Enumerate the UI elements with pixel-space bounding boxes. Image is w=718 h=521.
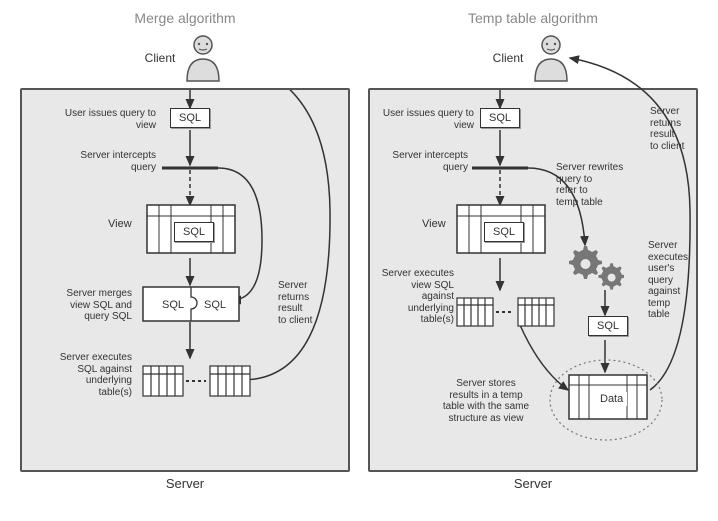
t: to client: [278, 315, 312, 326]
merge-step3: Server merges view SQL and query SQL: [44, 288, 132, 323]
temp-rewrite: Server rewrites query to refer to temp t…: [556, 162, 646, 208]
t: Server executes: [382, 268, 454, 279]
t: returns: [650, 118, 681, 129]
t: table(s): [421, 314, 454, 325]
sql-in-view: SQL: [174, 222, 214, 242]
sql-box-r2: SQL: [588, 316, 628, 336]
data-label: Data: [596, 392, 627, 406]
t: query to: [556, 174, 592, 185]
temp-server-label: Server: [368, 476, 698, 491]
client-label: Client: [493, 51, 524, 65]
t: temp table: [556, 197, 603, 208]
t: refer to: [556, 185, 588, 196]
t: Server: [650, 106, 679, 117]
temp-client-row: Client: [368, 30, 698, 86]
t: user's: [648, 263, 674, 274]
t: view SQL: [411, 280, 454, 291]
temp-title: Temp table algorithm: [368, 10, 698, 26]
person-icon: [529, 33, 573, 83]
t: SQL against: [77, 364, 132, 375]
t: table(s): [99, 387, 132, 398]
merge-return: Server returns result to client: [278, 280, 338, 326]
t: query SQL: [84, 311, 132, 322]
t: table: [648, 309, 670, 320]
sql-box-r1: SQL: [480, 108, 520, 128]
t: table with the same: [443, 401, 529, 412]
view-label: View: [108, 218, 132, 230]
t: structure as view: [448, 413, 523, 424]
t: result: [278, 303, 302, 314]
temp-store: Server stores results in a temp table wi…: [428, 378, 544, 424]
t: to client: [650, 141, 684, 152]
temp-server-box: User issues query to view SQL Server int…: [368, 88, 698, 472]
temp-column: Temp table algorithm Client: [368, 10, 698, 491]
tables-icon: [142, 360, 252, 402]
sql-box-1: SQL: [170, 108, 210, 128]
t: Server: [648, 240, 677, 251]
view-label-r: View: [422, 218, 446, 230]
temp-step1: User issues query to view: [378, 108, 474, 131]
t: Server rewrites: [556, 162, 623, 173]
temp-return: Server returns result to client: [650, 106, 700, 152]
t: against: [422, 291, 454, 302]
t: Server: [278, 280, 307, 291]
t: view SQL and: [70, 300, 132, 311]
t: result: [650, 129, 674, 140]
t: query: [648, 275, 673, 286]
temp-exec: Server executes view SQL against underly…: [372, 268, 454, 326]
gears-icon: [566, 242, 624, 290]
tables-icon-r: [456, 294, 556, 332]
client-label: Client: [145, 51, 176, 65]
t: against: [648, 286, 680, 297]
temp-exec-user: Server executes user's query against tem…: [648, 240, 698, 321]
svg-text:SQL: SQL: [204, 299, 226, 311]
t: executes: [648, 252, 688, 263]
t: underlying: [86, 375, 132, 386]
svg-text:SQL: SQL: [162, 299, 184, 311]
t: Server merges: [66, 288, 132, 299]
merge-title: Merge algorithm: [20, 10, 350, 26]
temp-step2: Server intercepts query: [392, 150, 468, 173]
t: returns: [278, 292, 309, 303]
merge-column: Merge algorithm Client: [20, 10, 350, 491]
merge-server-box: User issues query to view SQL Server int…: [20, 88, 350, 472]
merge-server-label: Server: [20, 476, 350, 491]
sql-in-view-r: SQL: [484, 222, 524, 242]
t: Server executes: [60, 352, 132, 363]
t: underlying: [408, 303, 454, 314]
merge-client-row: Client: [20, 30, 350, 86]
merge-step2: Server intercepts query: [80, 150, 156, 173]
t: results in a temp: [449, 390, 522, 401]
t: temp: [648, 298, 670, 309]
t: Server stores: [456, 378, 515, 389]
merge-step4: Server executes SQL against underlying t…: [40, 352, 132, 398]
merge-puzzle-icon: SQL SQL: [142, 286, 240, 322]
person-icon: [181, 33, 225, 83]
merge-step1: User issues query to view: [60, 108, 156, 131]
diagram-wrap: Merge algorithm Client: [10, 10, 708, 491]
